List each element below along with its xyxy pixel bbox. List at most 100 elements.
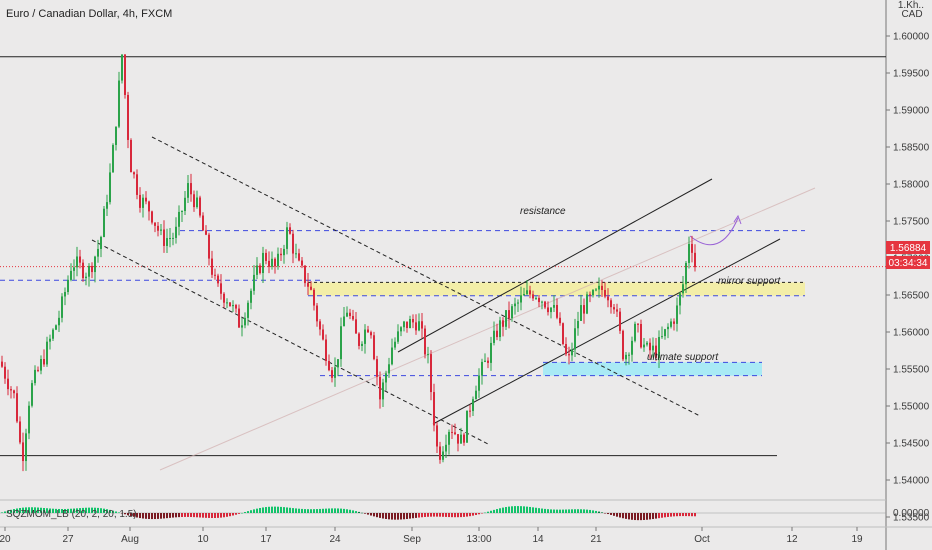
indicator-bar [400, 513, 402, 520]
candle-body [178, 211, 180, 227]
indicator-bar [628, 513, 630, 520]
indicator-bar [361, 512, 363, 514]
candle-body [385, 373, 387, 383]
indicator-bar [370, 513, 372, 516]
indicator-bar [115, 511, 117, 513]
candle-body [82, 262, 84, 279]
indicator-bar [22, 507, 24, 513]
candle-body [13, 390, 15, 394]
indicator-bar [613, 513, 615, 516]
candle-body [529, 290, 531, 295]
indicator-bar [130, 513, 132, 517]
candle-body [28, 405, 30, 434]
indicator-label: SQZMOM_LB (20, 2, 20, 1.5) [6, 509, 137, 520]
indicator-bar [601, 512, 603, 513]
indicator-bar [175, 513, 177, 518]
candle-body [70, 270, 72, 280]
candle-body [265, 252, 267, 261]
indicator-bar [403, 513, 405, 520]
candle-body [328, 360, 330, 371]
indicator-bar [640, 513, 642, 521]
countdown-tag [886, 256, 930, 269]
candle-body [559, 317, 561, 324]
indicator-bar [424, 513, 426, 517]
indicator-bar [571, 509, 573, 513]
indicator-bar [580, 509, 582, 513]
candle-body [394, 341, 396, 348]
candle-body [532, 294, 534, 299]
indicator-bar [106, 509, 108, 513]
indicator-bar [550, 509, 552, 513]
candle-body [580, 305, 582, 321]
indicator-bar [235, 513, 237, 515]
indicator-bar [517, 506, 519, 513]
y-tick-label: 1.54500 [893, 439, 930, 450]
candle-body [196, 197, 198, 208]
indicator-bar [649, 513, 651, 520]
indicator-bar [586, 509, 588, 513]
x-tick-label: 17 [260, 534, 272, 545]
candle-body [544, 301, 546, 308]
indicator-bar [538, 508, 540, 513]
indicator-bar [646, 513, 648, 520]
candle-body [373, 335, 375, 360]
indicator-bar [493, 509, 495, 513]
candle-body [400, 327, 402, 332]
candle-body [565, 344, 567, 355]
indicator-bar [523, 506, 525, 513]
candle-body [520, 295, 522, 303]
indicator-bar [250, 510, 252, 513]
candle-body [649, 342, 651, 351]
candle-body [403, 321, 405, 328]
indicator-bar [103, 508, 105, 513]
indicator-bar [610, 513, 612, 515]
candle-body [577, 320, 579, 329]
candle-body [19, 421, 21, 443]
candle-body [337, 359, 339, 368]
indicator-bar [346, 509, 348, 513]
indicator-bar [526, 506, 528, 513]
indicator-bar [295, 508, 297, 513]
guides [0, 56, 886, 471]
candle-body [64, 291, 66, 297]
candle-body [625, 354, 627, 360]
indicator-bar [121, 513, 123, 514]
indicator-bar [196, 513, 198, 518]
indicator-bar [88, 507, 90, 513]
indicator-bar [349, 509, 351, 513]
indicator-bar [1, 512, 3, 513]
indicator-bar [502, 507, 504, 513]
indicator-bar [181, 513, 183, 518]
candle-body [169, 237, 171, 239]
candle-body [148, 201, 150, 212]
candle-body [436, 425, 438, 447]
candle-body [691, 243, 693, 253]
candle-body [67, 279, 69, 292]
indicator-bar [91, 507, 93, 513]
indicator-bar [454, 513, 456, 518]
candle-body [598, 285, 600, 290]
indicator-bar [199, 513, 201, 518]
candle-body [145, 197, 147, 202]
indicator-bar [406, 513, 408, 519]
y-tick-label: 1.55500 [893, 365, 930, 376]
candle-body [670, 321, 672, 327]
indicator-bar [325, 508, 327, 513]
candle-body [106, 202, 108, 209]
candle-body [289, 227, 291, 234]
candle-body [103, 208, 105, 237]
indicator-bar [172, 513, 174, 518]
indicator-bar [205, 513, 207, 518]
indicator-bar [49, 508, 51, 513]
indicator-bar [118, 512, 120, 513]
candle-body [367, 329, 369, 333]
indicator-bar [505, 507, 507, 513]
indicator-bar [667, 513, 669, 517]
indicator-bar [238, 513, 240, 514]
indicator-bar [97, 507, 99, 513]
candle-body [379, 376, 381, 400]
indicator-bar [202, 513, 204, 518]
candle-body [550, 307, 552, 313]
